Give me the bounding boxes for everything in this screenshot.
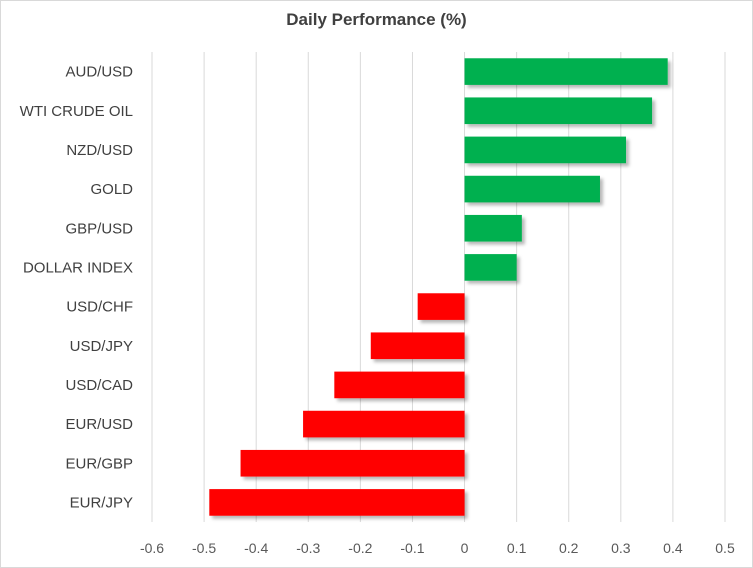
x-tick-label: 0.2 <box>559 540 579 556</box>
bars <box>209 58 668 516</box>
category-label: USD/CAD <box>65 377 133 394</box>
category-labels: AUD/USD WTI CRUDE OIL NZD/USD GOLD GBP/USD DO… <box>20 64 134 512</box>
bar-eur-usd <box>303 410 465 438</box>
x-tick-label: -0.6 <box>140 540 164 556</box>
category-label: EUR/GBP <box>65 455 133 472</box>
x-tick-label: 0.4 <box>663 540 683 556</box>
x-tick-label: 0.5 <box>715 540 735 556</box>
x-tick-label: 0.1 <box>507 540 527 556</box>
x-axis-tick-labels: -0.6 -0.5 -0.4 -0.3 -0.2 -0.1 0 0.1 0.2 0.3 0.4 0.5 <box>140 540 735 556</box>
bar-aud-usd <box>464 58 668 85</box>
bar-eur-jpy <box>209 489 465 516</box>
category-label: EUR/USD <box>65 416 133 433</box>
x-tick-label: -0.2 <box>348 540 372 556</box>
category-label: WTI CRUDE OIL <box>20 103 133 120</box>
chart-title: Daily Performance (%) <box>286 10 467 29</box>
bar-dollar-index <box>464 254 517 281</box>
category-label: AUD/USD <box>65 64 133 81</box>
gridlines <box>151 52 726 522</box>
x-tick-label: -0.3 <box>296 540 320 556</box>
x-tick-label: -0.1 <box>400 540 424 556</box>
bar-gbp-usd <box>464 214 522 242</box>
category-label: EUR/JPY <box>70 494 133 511</box>
category-label: GBP/USD <box>65 220 133 237</box>
x-tick-label: 0.3 <box>611 540 631 556</box>
bar-eur-gbp <box>240 449 465 477</box>
bar-gold <box>464 175 600 203</box>
x-tick-label: 0 <box>461 540 469 556</box>
x-tick-label: -0.4 <box>244 540 268 556</box>
bar-usd-chf <box>417 293 465 320</box>
bar-nzd-usd <box>464 136 627 164</box>
x-tick-label: -0.5 <box>192 540 216 556</box>
category-label: GOLD <box>90 181 133 198</box>
category-label: USD/CHF <box>66 299 133 316</box>
bar-usd-cad <box>334 371 465 399</box>
category-label: NZD/USD <box>66 142 133 159</box>
bar-wti-crude-oil <box>464 97 653 125</box>
bar-usd-jpy <box>370 332 465 360</box>
category-label: USD/JPY <box>70 338 133 355</box>
category-label: DOLLAR INDEX <box>23 259 133 276</box>
